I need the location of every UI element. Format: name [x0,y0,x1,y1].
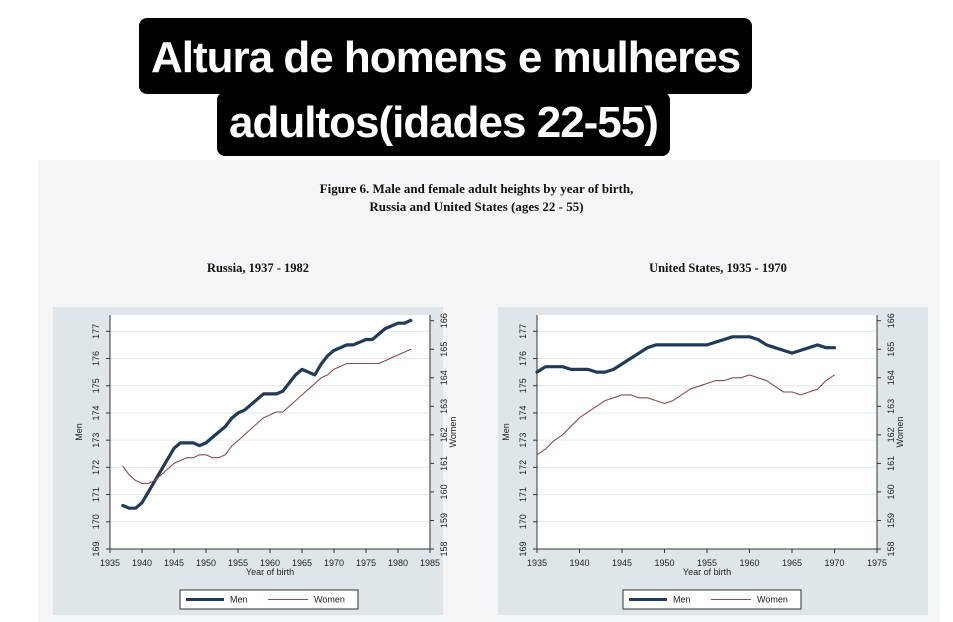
us-ytick-left-label: 171 [518,487,528,502]
banner-title-line-2: adultos(idades 22-55) [217,92,670,156]
russia-xtick-label: 1935 [100,558,120,568]
us-xtick-label: 1940 [569,558,589,568]
russia-ytick-left-label: 172 [91,460,101,475]
russia-panel-title: Russia, 1937 - 1982 [206,261,310,275]
us-y-axis-left-label: Men [501,423,511,441]
us-ytick-right-label: 158 [886,541,896,556]
us-ytick-left-label: 177 [518,324,528,339]
us-ytick-left-label: 170 [518,514,528,529]
russia-xtick-label: 1940 [132,558,152,568]
russia-y-axis-right-label: Women [448,417,458,448]
russia-ytick-left-label: 171 [91,487,101,502]
russia-ytick-left-label: 175 [91,378,101,393]
figure-title-line-1: Figure 6. Male and female adult heights … [319,181,634,196]
russia-ytick-left-label: 174 [91,405,101,420]
russia-ytick-left-label: 170 [91,514,101,529]
russia-ytick-right-label: 164 [439,370,449,385]
russia-ytick-right-label: 161 [439,456,449,471]
russia-plot-area [110,315,430,549]
us-xtick-label: 1975 [867,558,887,568]
russia-ytick-left-label: 173 [91,433,101,448]
us-xtick-label: 1960 [739,558,759,568]
russia-ytick-right-label: 165 [439,342,449,357]
us-xtick-label: 1970 [824,558,844,568]
us-panel-title: United States, 1935 - 1970 [649,261,787,275]
us-ytick-left-label: 176 [518,351,528,366]
us-ytick-right-label: 161 [886,456,896,471]
russia-series-men [121,318,413,510]
us-xtick-label: 1935 [527,558,547,568]
us-ytick-right-label: 166 [886,313,896,328]
us-xtick-label: 1965 [782,558,802,568]
russia-xtick-label: 1985 [420,558,440,568]
russia-xtick-label: 1945 [164,558,184,568]
russia-xtick-label: 1980 [388,558,408,568]
us-ytick-right-label: 159 [886,513,896,528]
russia-y-axis-left-label: Men [74,423,84,441]
us-ytick-left-label: 173 [518,433,528,448]
us-series-men [535,335,837,374]
russia-legend-men-label: Men [230,595,248,605]
russia-xtick-label: 1950 [196,558,216,568]
russia-xtick-label: 1970 [324,558,344,568]
russia-legend-women-label: Women [314,595,345,605]
us-xtick-label: 1950 [654,558,674,568]
russia-x-axis-label: Year of birth [246,567,294,577]
russia-xtick-label: 1955 [228,558,248,568]
russia-xtick-label: 1965 [292,558,312,568]
russia-ytick-left-label: 177 [91,324,101,339]
us-xtick-label: 1945 [612,558,632,568]
figure-title-line-2: Russia and United States (ages 22 - 55) [369,199,584,214]
russia-ytick-left-label: 169 [91,541,101,556]
us-ytick-right-label: 162 [886,427,896,442]
russia-xtick-label: 1960 [260,558,280,568]
us-x-axis-label: Year of birth [683,567,731,577]
us-ytick-left-label: 175 [518,378,528,393]
russia-ytick-right-label: 162 [439,427,449,442]
russia-ytick-right-label: 158 [439,541,449,556]
russia-ytick-right-label: 159 [439,513,449,528]
us-series-women [536,374,836,456]
us-ytick-left-label: 169 [518,541,528,556]
banner-title-line-1: Altura de homens e mulheres [139,18,753,94]
russia-ytick-left-label: 176 [91,351,101,366]
us-legend-men-label: Men [673,595,691,605]
us-ytick-right-label: 160 [886,484,896,499]
russia-xtick-label: 1975 [356,558,376,568]
us-ytick-left-label: 172 [518,460,528,475]
us-y-axis-right-label: Women [895,417,905,448]
us-legend-women-label: Women [757,595,788,605]
us-ytick-right-label: 164 [886,370,896,385]
us-plot-area [537,315,877,549]
us-xtick-label: 1955 [697,558,717,568]
russia-ytick-right-label: 163 [439,399,449,414]
us-ytick-left-label: 174 [518,405,528,420]
russia-ytick-right-label: 160 [439,484,449,499]
russia-series-women [122,348,412,484]
us-ytick-right-label: 163 [886,399,896,414]
russia-ytick-right-label: 166 [439,313,449,328]
us-ytick-right-label: 165 [886,342,896,357]
